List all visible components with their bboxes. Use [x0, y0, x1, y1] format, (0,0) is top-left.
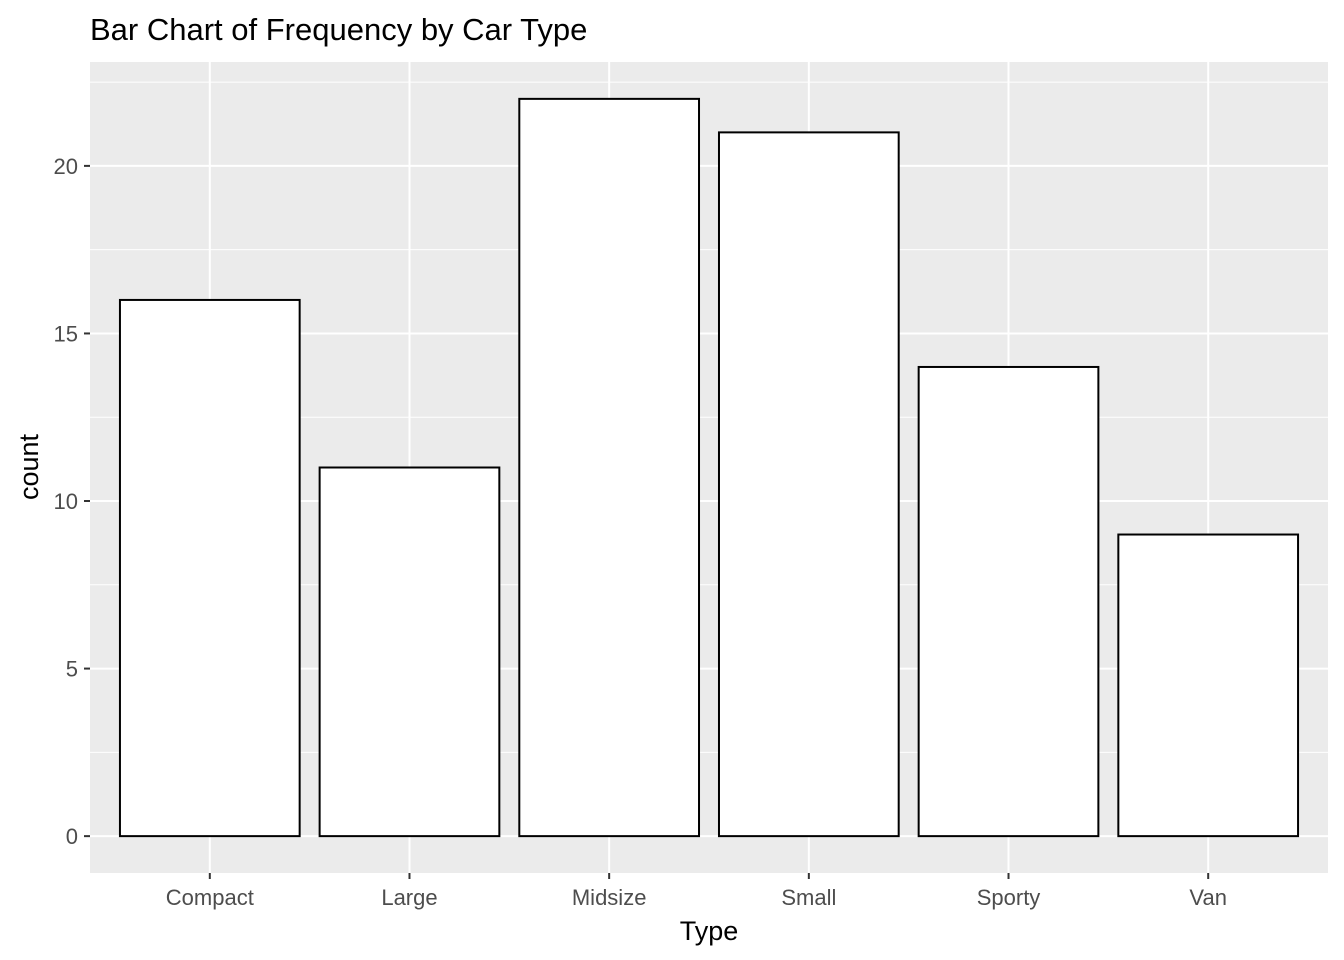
y-axis-title: count — [14, 433, 44, 500]
bar-compact — [118, 298, 301, 838]
y-tick-label: 10 — [54, 489, 78, 514]
bar-van — [1117, 533, 1300, 838]
x-tick-label: Small — [781, 885, 836, 910]
bar-small — [717, 131, 900, 838]
x-tick-label: Midsize — [572, 885, 647, 910]
x-axis-title: Type — [680, 916, 739, 946]
x-tick-label: Van — [1189, 885, 1227, 910]
x-tick-label: Large — [381, 885, 437, 910]
bar-sporty — [917, 365, 1100, 838]
bars — [118, 97, 1300, 838]
x-tick-label: Sporty — [977, 885, 1041, 910]
y-tick-label: 20 — [54, 154, 78, 179]
x-tick-label: Compact — [166, 885, 254, 910]
bar-large — [318, 466, 501, 838]
x-axis: Compact Large Midsize Small Sporty Van — [166, 873, 1227, 910]
y-tick-label: 15 — [54, 321, 78, 346]
chart-title: Bar Chart of Frequency by Car Type — [90, 12, 587, 47]
bar-midsize — [518, 97, 701, 838]
y-tick-label: 0 — [66, 824, 78, 849]
y-tick-label: 5 — [66, 657, 78, 682]
y-axis: 0 5 10 15 20 — [54, 154, 90, 849]
